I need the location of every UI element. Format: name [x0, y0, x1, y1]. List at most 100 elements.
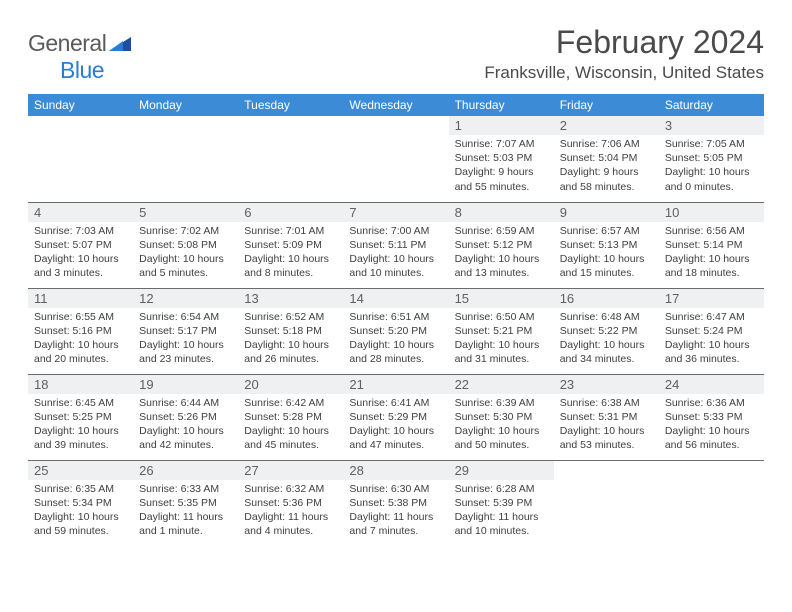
- daylight-text: Daylight: 10 hours and 53 minutes.: [560, 425, 645, 451]
- calendar-day-cell: 27 Sunrise: 6:32 AMSunset: 5:36 PMDayligh…: [238, 460, 343, 546]
- calendar-day-cell: 5 Sunrise: 7:02 AM Sunset: 5:08 PM Daylight…: [133, 202, 238, 288]
- daylight-text: Daylight: 10 hours and 0 minutes.: [665, 166, 750, 192]
- day-details: Sunrise: 6:36 AMSunset: 5:33 PMDaylight:…: [665, 396, 758, 453]
- sunrise-text: Sunrise: 7:06 AM: [560, 138, 640, 150]
- calendar-day-cell: 9Sunrise: 6:57 AMSunset: 5:13 PMDaylight…: [554, 202, 659, 288]
- day-number: 1: [449, 116, 554, 135]
- daylight-text: Daylight: 10 hours and 59 minutes.: [34, 511, 119, 537]
- sunset-text: Sunset: 5:29 PM: [349, 411, 427, 423]
- calendar-day-cell: 7Sunrise: 7:00 AMSunset: 5:11 PMDaylight…: [343, 202, 448, 288]
- sunset-text: Sunset: 5:18 PM: [244, 325, 322, 337]
- sunset-text: Sunset: 5:24 PM: [665, 325, 743, 337]
- calendar-day-cell: 3Sunrise: 7:05 AMSunset: 5:05 PMDaylight…: [659, 116, 764, 202]
- daylight-text: Daylight: 10 hours and 42 minutes.: [139, 425, 224, 451]
- weekday-header: Sunday: [28, 94, 133, 116]
- daylight-text: Daylight: 9 hours and 58 minutes.: [560, 166, 639, 192]
- calendar-day-cell: 15Sunrise: 6:50 AMSunset: 5:21 PMDayligh…: [449, 288, 554, 374]
- calendar-day-cell: 14Sunrise: 6:51 AMSunset: 5:20 PMDayligh…: [343, 288, 448, 374]
- day-details: Sunrise: 7:03 AMSunset: 5:07 PMDaylight:…: [34, 224, 127, 281]
- daylight-text: Daylight: 10 hours and 23 minutes.: [139, 339, 224, 365]
- sunrise-text: Sunrise: 6:48 AM: [560, 311, 640, 323]
- day-number: 20: [238, 375, 343, 394]
- calendar-week-row: 25Sunrise: 6:35 AMSunset: 5:34 PMDayligh…: [28, 460, 764, 546]
- calendar-day-cell: 2Sunrise: 7:06 AMSunset: 5:04 PMDaylight…: [554, 116, 659, 202]
- weekday-header: Friday: [554, 94, 659, 116]
- logo-text-general: General: [28, 30, 106, 56]
- weekday-header: Monday: [133, 94, 238, 116]
- daylight-text: Daylight: 10 hours and 5 minutes.: [139, 253, 224, 279]
- sunset-text: Sunset: 5:20 PM: [349, 325, 427, 337]
- daylight-text: Daylight: 10 hours and 8 minutes.: [244, 253, 329, 279]
- sunset-text: Sunset: 5:03 PM: [455, 152, 533, 164]
- daylight-text: Daylight: 11 hours and 1 minute.: [139, 511, 223, 537]
- calendar-empty-cell: [238, 116, 343, 202]
- calendar-day-cell: 6 Sunrise: 7:01 AMSunset: 5:09 PMDaylight…: [238, 202, 343, 288]
- sunset-text: Sunset: 5:26 PM: [139, 411, 217, 423]
- weekday-header: Wednesday: [343, 94, 448, 116]
- sunrise-text: Sunrise: 7:03 AM: [34, 225, 114, 237]
- month-title: February 2024: [484, 24, 764, 61]
- day-details: Sunrise: 7:01 AMSunset: 5:09 PMDaylight:…: [244, 224, 337, 281]
- day-number: 26: [133, 461, 238, 480]
- day-number: 9: [554, 203, 659, 222]
- day-number: 27: [238, 461, 343, 480]
- sunrise-text: Sunrise: 6:59 AM: [455, 225, 535, 237]
- sunrise-text: Sunrise: 6:41 AM: [349, 397, 429, 409]
- day-number: 4: [28, 203, 133, 222]
- sunrise-text: Sunrise: 7:05 AM: [665, 138, 745, 150]
- calendar-day-cell: 21Sunrise: 6:41 AMSunset: 5:29 PMDayligh…: [343, 374, 448, 460]
- logo-triangle-icon: [109, 35, 131, 56]
- sunrise-text: Sunrise: 6:30 AM: [349, 483, 429, 495]
- calendar-table: SundayMondayTuesdayWednesdayThursdayFrid…: [28, 94, 764, 546]
- day-number: 19: [133, 375, 238, 394]
- sunset-text: Sunset: 5:22 PM: [560, 325, 638, 337]
- calendar-empty-cell: [28, 116, 133, 202]
- sunset-text: Sunset: 5:13 PM: [560, 239, 638, 251]
- weekday-header: Saturday: [659, 94, 764, 116]
- day-details: Sunrise: 6:30 AMSunset: 5:38 PMDaylight:…: [349, 482, 442, 539]
- day-details: Sunrise: 6:50 AMSunset: 5:21 PMDaylight:…: [455, 310, 548, 367]
- day-details: Sunrise: 6:51 AMSunset: 5:20 PMDaylight:…: [349, 310, 442, 367]
- sunrise-text: Sunrise: 6:42 AM: [244, 397, 324, 409]
- calendar-day-cell: 23Sunrise: 6:38 AMSunset: 5:31 PMDayligh…: [554, 374, 659, 460]
- sunrise-text: Sunrise: 6:56 AM: [665, 225, 745, 237]
- sunset-text: Sunset: 5:05 PM: [665, 152, 743, 164]
- day-number: 6: [238, 203, 343, 222]
- day-number: 5: [133, 203, 238, 222]
- calendar-empty-cell: [659, 460, 764, 546]
- daylight-text: Daylight: 10 hours and 34 minutes.: [560, 339, 645, 365]
- sunrise-text: Sunrise: 6:28 AM: [455, 483, 535, 495]
- logo: General Blue: [28, 24, 131, 84]
- day-details: Sunrise: 6:47 AMSunset: 5:24 PMDaylight:…: [665, 310, 758, 367]
- daylight-text: Daylight: 10 hours and 26 minutes.: [244, 339, 329, 365]
- day-details: Sunrise: 6:38 AMSunset: 5:31 PMDaylight:…: [560, 396, 653, 453]
- daylight-text: Daylight: 10 hours and 45 minutes.: [244, 425, 329, 451]
- sunset-text: Sunset: 5:33 PM: [665, 411, 743, 423]
- day-details: Sunrise: 6:59 AMSunset: 5:12 PMDaylight:…: [455, 224, 548, 281]
- sunrise-text: Sunrise: 7:02 AM: [139, 225, 219, 237]
- calendar-day-cell: 1Sunrise: 7:07 AMSunset: 5:03 PMDaylight…: [449, 116, 554, 202]
- sunset-text: Sunset: 5:34 PM: [34, 497, 112, 509]
- sunset-text: Sunset: 5:25 PM: [34, 411, 112, 423]
- sunrise-text: Sunrise: 6:32 AM: [244, 483, 324, 495]
- calendar-week-row: 4 Sunrise: 7:03 AMSunset: 5:07 PMDaylight…: [28, 202, 764, 288]
- calendar-day-cell: 10Sunrise: 6:56 AMSunset: 5:14 PMDayligh…: [659, 202, 764, 288]
- calendar-day-cell: 28Sunrise: 6:30 AMSunset: 5:38 PMDayligh…: [343, 460, 448, 546]
- sunset-text: Sunset: 5:08 PM: [139, 239, 217, 251]
- day-details: Sunrise: 6:32 AMSunset: 5:36 PMDaylight:…: [244, 482, 337, 539]
- day-details: Sunrise: 6:42 AMSunset: 5:28 PMDaylight:…: [244, 396, 337, 453]
- calendar-empty-cell: [343, 116, 448, 202]
- day-number: 29: [449, 461, 554, 480]
- sunrise-text: Sunrise: 6:51 AM: [349, 311, 429, 323]
- sunrise-text: Sunrise: 6:33 AM: [139, 483, 219, 495]
- sunset-text: Sunset: 5:31 PM: [560, 411, 638, 423]
- daylight-text: Daylight: 10 hours and 47 minutes.: [349, 425, 434, 451]
- sunrise-text: Sunrise: 6:39 AM: [455, 397, 535, 409]
- sunrise-text: Sunrise: 6:50 AM: [455, 311, 535, 323]
- day-details: Sunrise: 6:56 AMSunset: 5:14 PMDaylight:…: [665, 224, 758, 281]
- calendar-day-cell: 16Sunrise: 6:48 AMSunset: 5:22 PMDayligh…: [554, 288, 659, 374]
- day-number: 2: [554, 116, 659, 135]
- daylight-text: Daylight: 10 hours and 18 minutes.: [665, 253, 750, 279]
- day-details: Sunrise: 6:39 AMSunset: 5:30 PMDaylight:…: [455, 396, 548, 453]
- calendar-day-cell: 11Sunrise: 6:55 AMSunset: 5:16 PMDayligh…: [28, 288, 133, 374]
